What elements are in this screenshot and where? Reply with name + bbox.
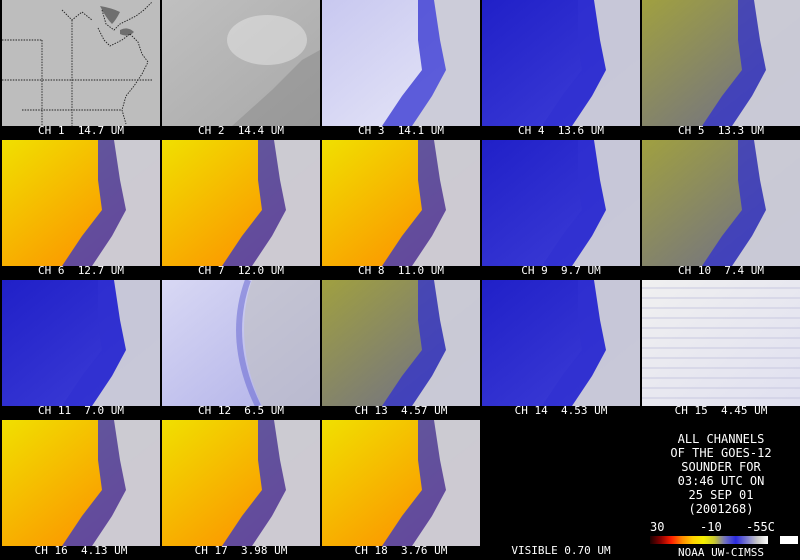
channel-panel: CH 3 14.1 UM [322, 0, 480, 138]
satellite-image-graphic [2, 0, 160, 126]
channel-label: CH 4 13.6 UM [517, 124, 605, 137]
channel-panel: CH 1 14.7 UM [2, 0, 160, 138]
channel-panel: CH 15 4.45 UM [642, 280, 800, 418]
satellite-image-graphic [482, 0, 640, 126]
channel-label: CH 1 14.7 UM [37, 124, 125, 137]
channel-label: CH 8 11.0 UM [357, 264, 445, 277]
channel-label: CH 16 4.13 UM [34, 544, 128, 557]
scale-label-mid: -10 [700, 520, 722, 534]
satellite-image [482, 0, 640, 126]
satellite-image [162, 420, 320, 546]
satellite-image-graphic [642, 0, 800, 126]
info-line-1: ALL CHANNELS [677, 432, 765, 446]
satellite-image-graphic [482, 140, 640, 266]
satellite-image-graphic [482, 420, 640, 546]
satellite-image [322, 280, 480, 406]
info-line-4: 03:46 UTC ON [677, 474, 765, 488]
temperature-color-bar [650, 536, 768, 544]
channel-label: CH 17 3.98 UM [194, 544, 288, 557]
info-line-2: OF THE GOES-12 [670, 446, 772, 460]
satellite-image [2, 140, 160, 266]
channel-label: CH 18 3.76 UM [354, 544, 448, 557]
satellite-image-graphic [162, 420, 320, 546]
satellite-image [2, 0, 160, 126]
satellite-image-graphic [642, 140, 800, 266]
satellite-image [482, 280, 640, 406]
channel-label: CH 6 12.7 UM [37, 264, 125, 277]
channel-panel: CH 12 6.5 UM [162, 280, 320, 418]
channel-label: CH 2 14.4 UM [197, 124, 285, 137]
satellite-image-graphic [322, 0, 480, 126]
satellite-image [162, 280, 320, 406]
credit-text: NOAA UW-CIMSS [677, 546, 765, 559]
channel-label: CH 12 6.5 UM [197, 404, 285, 417]
satellite-image [642, 280, 800, 406]
channel-panel: CH 10 7.4 UM [642, 140, 800, 278]
channel-panel: CH 6 12.7 UM [2, 140, 160, 278]
satellite-image [482, 140, 640, 266]
channel-label: CH 7 12.0 UM [197, 264, 285, 277]
channel-panel: VISIBLE 0.70 UM [482, 420, 640, 558]
channel-label: CH 11 7.0 UM [37, 404, 125, 417]
satellite-image-graphic [482, 280, 640, 406]
info-line-3: SOUNDER FOR [681, 460, 761, 474]
satellite-image-graphic [2, 140, 160, 266]
channel-label: CH 15 4.45 UM [674, 404, 768, 417]
satellite-image-graphic [322, 140, 480, 266]
satellite-image [322, 0, 480, 126]
satellite-image [2, 280, 160, 406]
channel-panel: CH 14 4.53 UM [482, 280, 640, 418]
channel-label: VISIBLE 0.70 UM [511, 544, 611, 557]
satellite-image [642, 140, 800, 266]
channel-panel: CH 18 3.76 UM [322, 420, 480, 558]
scale-label-cold: -55C [746, 520, 775, 534]
channel-label: CH 3 14.1 UM [357, 124, 445, 137]
scale-label-warm: 30 [650, 520, 665, 534]
satellite-image [322, 140, 480, 266]
satellite-image-graphic [162, 280, 320, 406]
satellite-image-graphic [162, 0, 320, 126]
satellite-image [322, 420, 480, 546]
channel-label: CH 9 9.7 UM [521, 264, 601, 277]
satellite-image [2, 420, 160, 546]
channel-label: CH 14 4.53 UM [514, 404, 608, 417]
channel-panel: CH 11 7.0 UM [2, 280, 160, 418]
color-bar-white-swatch [780, 536, 798, 544]
satellite-image-graphic [2, 280, 160, 406]
satellite-image [162, 0, 320, 126]
satellite-image-graphic [642, 280, 800, 406]
info-text: ALL CHANNELS OF THE GOES-12 SOUNDER FOR … [642, 432, 800, 516]
channel-panel: CH 13 4.57 UM [322, 280, 480, 418]
satellite-image [482, 420, 640, 546]
channel-label: CH 5 13.3 UM [677, 124, 765, 137]
channel-panel: CH 5 13.3 UM [642, 0, 800, 138]
satellite-image-graphic [322, 420, 480, 546]
satellite-image-graphic [322, 280, 480, 406]
channel-panel: CH 17 3.98 UM [162, 420, 320, 558]
channel-label: CH 13 4.57 UM [354, 404, 448, 417]
satellite-image [642, 0, 800, 126]
info-line-5: 25 SEP 01 [688, 488, 754, 502]
info-line-6: (2001268) [688, 502, 754, 516]
channel-panel: CH 7 12.0 UM [162, 140, 320, 278]
satellite-image [162, 140, 320, 266]
channel-panel: CH 16 4.13 UM [2, 420, 160, 558]
satellite-image-graphic [2, 420, 160, 546]
channel-panel: CH 8 11.0 UM [322, 140, 480, 278]
satellite-image-graphic [162, 140, 320, 266]
info-box: ALL CHANNELS OF THE GOES-12 SOUNDER FOR … [642, 420, 800, 560]
channel-panel: CH 4 13.6 UM [482, 0, 640, 138]
channel-panel: CH 9 9.7 UM [482, 140, 640, 278]
channel-label: CH 10 7.4 UM [677, 264, 765, 277]
channel-panel: CH 2 14.4 UM [162, 0, 320, 138]
